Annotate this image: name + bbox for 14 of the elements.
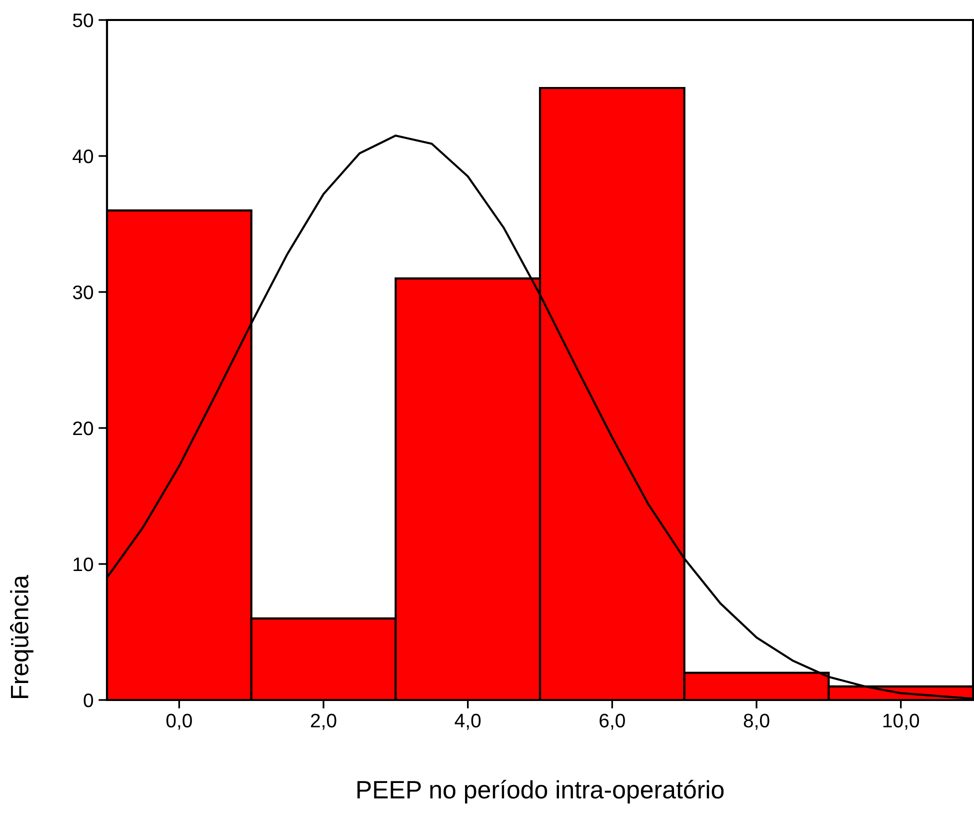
x-tick-label: 6,0 <box>600 714 625 730</box>
y-tick-label: 30 <box>72 285 94 300</box>
y-axis-title: Freqüência <box>10 574 34 698</box>
x-tick-label: 2,0 <box>310 714 336 730</box>
x-tick-label: 10,0 <box>883 714 920 730</box>
x-tick-label: 0,0 <box>166 714 192 730</box>
x-tick-label: 8,0 <box>744 714 770 730</box>
y-tick-label: 20 <box>73 421 94 436</box>
y-tick-label: 10 <box>74 557 94 572</box>
y-tick-label: 40 <box>72 149 94 164</box>
y-tick-label: 0 <box>84 693 94 708</box>
y-tick-label: 50 <box>72 13 94 28</box>
x-axis-title: PEEP no período intra-operatório <box>357 780 724 804</box>
x-tick-label: 4,0 <box>454 714 481 730</box>
